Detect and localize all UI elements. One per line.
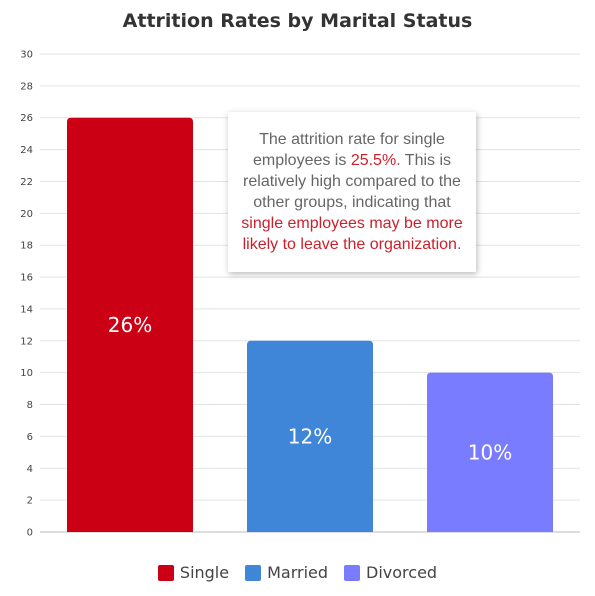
y-tick-label: 6: [27, 432, 33, 443]
y-tick-label: 10: [20, 368, 33, 379]
y-tick-label: 28: [20, 81, 33, 92]
legend-item-single: Single: [157, 563, 230, 582]
y-tick-label: 0: [27, 528, 33, 539]
chart-title: Attrition Rates by Marital Status: [122, 10, 473, 32]
legend-item-married: Married: [245, 563, 328, 582]
bar-value-label: 26%: [108, 313, 152, 337]
y-tick-label: 18: [20, 241, 33, 252]
y-tick-label: 14: [20, 304, 33, 315]
legend-label: Single: [179, 563, 230, 582]
y-tick-label: 26: [20, 113, 33, 124]
legend-swatch: [245, 564, 262, 581]
annotation-part-3: .: [456, 236, 462, 253]
y-tick-label: 4: [27, 464, 33, 475]
bar-married: [247, 340, 373, 532]
annotation-box: The attrition rate for single employees …: [228, 112, 476, 272]
legend-swatch: [344, 564, 361, 581]
annotation-part-2: . This is relatively high compared to th…: [243, 152, 461, 211]
legend-swatch: [157, 564, 174, 581]
bar-value-label: 12%: [288, 424, 332, 448]
annotation-highlight-conclusion: single employees may be more likely to l…: [241, 215, 463, 253]
y-tick-label: 8: [27, 400, 33, 411]
legend-label: Divorced: [366, 563, 438, 582]
bar-divorced: [427, 372, 553, 532]
legend: Single Married Divorced: [0, 563, 595, 582]
annotation-part-1: The attrition rate for single employees …: [252, 131, 445, 169]
bar-single: [67, 117, 193, 532]
legend-label: Married: [267, 563, 329, 582]
annotation-highlight-rate: 25.5%: [350, 152, 397, 169]
y-tick-label: 16: [20, 273, 33, 284]
y-tick-label: 12: [20, 336, 33, 347]
y-tick-label: 20: [20, 209, 33, 220]
y-tick-label: 24: [20, 145, 33, 156]
y-tick-label: 22: [20, 177, 33, 188]
annotation-text: The attrition rate for single employees …: [238, 129, 466, 255]
legend-item-divorced: Divorced: [344, 563, 437, 582]
bar-value-label: 10%: [468, 440, 512, 464]
y-tick-label: 2: [27, 496, 33, 507]
y-tick-label: 30: [20, 50, 33, 61]
